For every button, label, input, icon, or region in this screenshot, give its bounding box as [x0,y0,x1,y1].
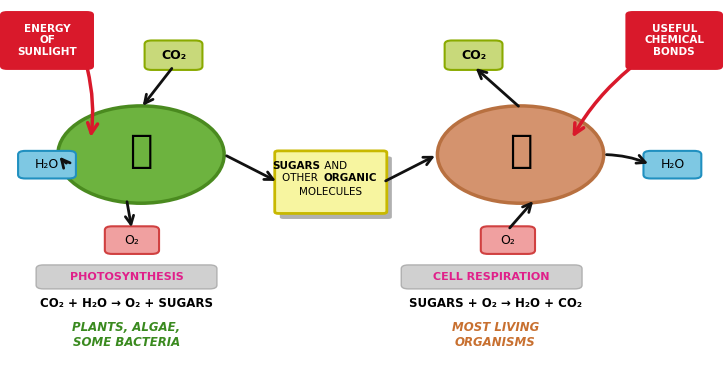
Text: MOLECULES: MOLECULES [299,187,362,198]
Ellipse shape [437,106,604,203]
Text: CO₂: CO₂ [461,49,486,62]
FancyBboxPatch shape [401,265,582,289]
Text: 🌳: 🌳 [129,132,153,170]
FancyBboxPatch shape [18,151,76,178]
FancyBboxPatch shape [0,11,94,70]
Text: OTHER: OTHER [282,173,321,184]
Text: SUGARS: SUGARS [272,160,320,171]
Text: ENERGY
OF
SUNLIGHT: ENERGY OF SUNLIGHT [17,24,77,57]
Text: H₂O: H₂O [660,158,685,171]
FancyBboxPatch shape [643,151,701,178]
FancyBboxPatch shape [280,156,392,219]
Text: CO₂: CO₂ [161,49,186,62]
Text: SUGARS + O₂ → H₂O + CO₂: SUGARS + O₂ → H₂O + CO₂ [408,297,582,310]
FancyBboxPatch shape [625,11,723,70]
Text: PHOTOSYNTHESIS: PHOTOSYNTHESIS [69,272,184,282]
Text: ORGANIC: ORGANIC [323,173,377,184]
Text: USEFUL
CHEMICAL
BONDS: USEFUL CHEMICAL BONDS [644,24,704,57]
Text: PLANTS, ALGAE,
SOME BACTERIA: PLANTS, ALGAE, SOME BACTERIA [72,321,181,349]
FancyBboxPatch shape [275,151,387,213]
FancyBboxPatch shape [481,226,535,254]
Text: O₂: O₂ [500,234,515,247]
Text: CO₂ + H₂O → O₂ + SUGARS: CO₂ + H₂O → O₂ + SUGARS [40,297,213,310]
Text: O₂: O₂ [124,234,140,247]
FancyBboxPatch shape [105,226,159,254]
Text: CELL RESPIRATION: CELL RESPIRATION [433,272,550,282]
Text: 🐰: 🐰 [509,132,532,170]
Text: AND: AND [321,160,348,171]
FancyBboxPatch shape [445,40,502,70]
FancyBboxPatch shape [145,40,202,70]
FancyBboxPatch shape [36,265,217,289]
Text: H₂O: H₂O [35,158,59,171]
Text: MOST LIVING
ORGANISMS: MOST LIVING ORGANISMS [452,321,539,349]
Ellipse shape [58,106,224,203]
